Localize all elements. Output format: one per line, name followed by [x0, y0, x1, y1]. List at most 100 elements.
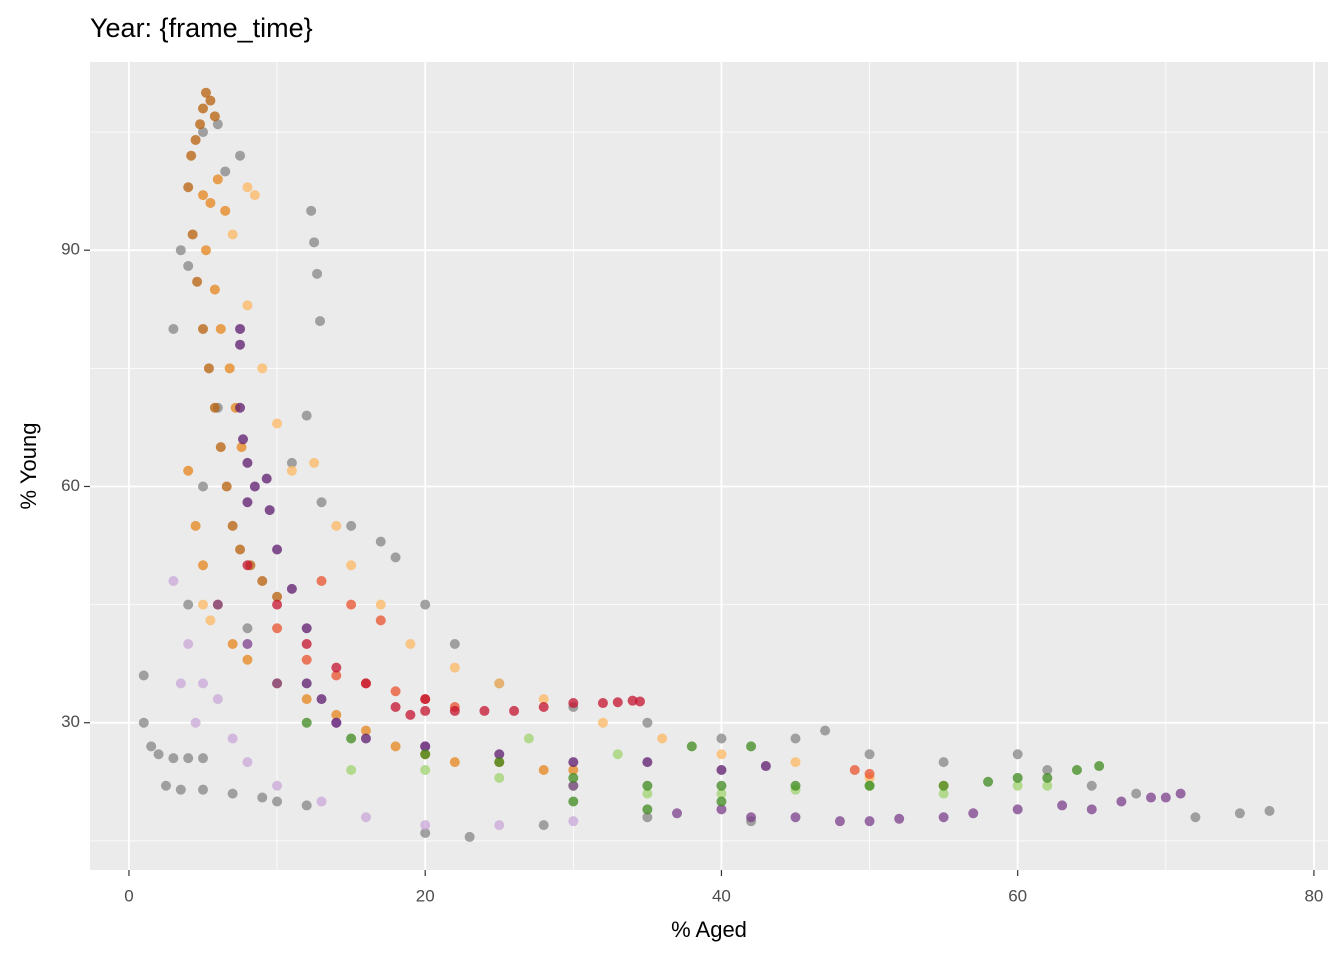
point	[568, 780, 579, 791]
point	[1116, 796, 1127, 807]
point	[286, 457, 297, 468]
point	[538, 764, 549, 775]
y-axis-label: % Young	[16, 423, 41, 510]
point	[672, 808, 683, 819]
point	[405, 709, 416, 720]
point	[186, 150, 197, 161]
point	[220, 205, 231, 216]
point	[235, 150, 246, 161]
point	[238, 434, 249, 445]
point	[301, 717, 312, 728]
point	[242, 757, 253, 768]
point	[301, 654, 312, 665]
plot-panel	[90, 62, 1328, 870]
point	[420, 599, 431, 610]
point	[657, 733, 668, 744]
point	[375, 536, 386, 547]
point	[420, 820, 431, 831]
point	[346, 560, 357, 571]
point	[420, 827, 431, 838]
point	[642, 788, 653, 799]
point	[198, 103, 209, 114]
point	[375, 599, 386, 610]
point	[301, 678, 312, 689]
point	[1012, 804, 1023, 815]
point	[242, 457, 253, 468]
point	[716, 780, 727, 791]
point	[746, 812, 757, 823]
point	[420, 705, 431, 716]
point	[198, 599, 209, 610]
point	[312, 268, 323, 279]
point	[642, 804, 653, 815]
point	[242, 638, 253, 649]
point	[198, 127, 209, 138]
point	[612, 749, 623, 760]
point	[568, 816, 579, 827]
point	[198, 678, 209, 689]
point	[272, 599, 283, 610]
point	[360, 733, 371, 744]
point	[198, 784, 209, 795]
point	[200, 87, 211, 98]
point	[479, 705, 490, 716]
point	[449, 638, 460, 649]
point	[716, 733, 727, 744]
point	[242, 623, 253, 634]
point	[301, 410, 312, 421]
point	[390, 686, 401, 697]
point	[331, 709, 342, 720]
point	[494, 757, 505, 768]
point	[405, 638, 416, 649]
point	[1094, 761, 1105, 772]
point	[315, 316, 326, 327]
point	[716, 764, 727, 775]
point	[642, 780, 653, 791]
point	[938, 780, 949, 791]
point	[849, 764, 860, 775]
points	[138, 87, 1275, 842]
point	[568, 764, 579, 775]
point	[1160, 792, 1171, 803]
point	[420, 694, 431, 705]
x-tick-label: 40	[712, 886, 731, 905]
point	[272, 623, 283, 634]
point	[360, 725, 371, 736]
point	[420, 741, 431, 752]
point	[301, 694, 312, 705]
point	[192, 276, 203, 287]
point	[420, 764, 431, 775]
point	[272, 678, 283, 689]
point	[235, 323, 246, 334]
point	[198, 190, 209, 201]
point	[375, 615, 386, 626]
point	[746, 741, 757, 752]
point	[301, 623, 312, 634]
point	[183, 465, 194, 476]
point	[716, 788, 727, 799]
point	[190, 717, 201, 728]
y-tick-label: 30	[61, 712, 80, 731]
point	[257, 575, 268, 586]
point	[523, 733, 534, 744]
point	[286, 465, 297, 476]
point	[1012, 780, 1023, 791]
point	[272, 591, 283, 602]
point	[968, 808, 979, 819]
point	[301, 800, 312, 811]
point	[168, 323, 179, 334]
y-tick-label: 60	[61, 476, 80, 495]
point	[190, 134, 201, 145]
point	[509, 705, 520, 716]
point	[160, 780, 171, 791]
point	[212, 119, 223, 130]
point	[227, 733, 238, 744]
point	[1234, 808, 1245, 819]
point	[568, 698, 579, 709]
point	[1012, 772, 1023, 783]
point	[864, 816, 875, 827]
point	[1012, 749, 1023, 760]
point	[1057, 800, 1068, 811]
point	[168, 753, 179, 764]
point	[538, 820, 549, 831]
